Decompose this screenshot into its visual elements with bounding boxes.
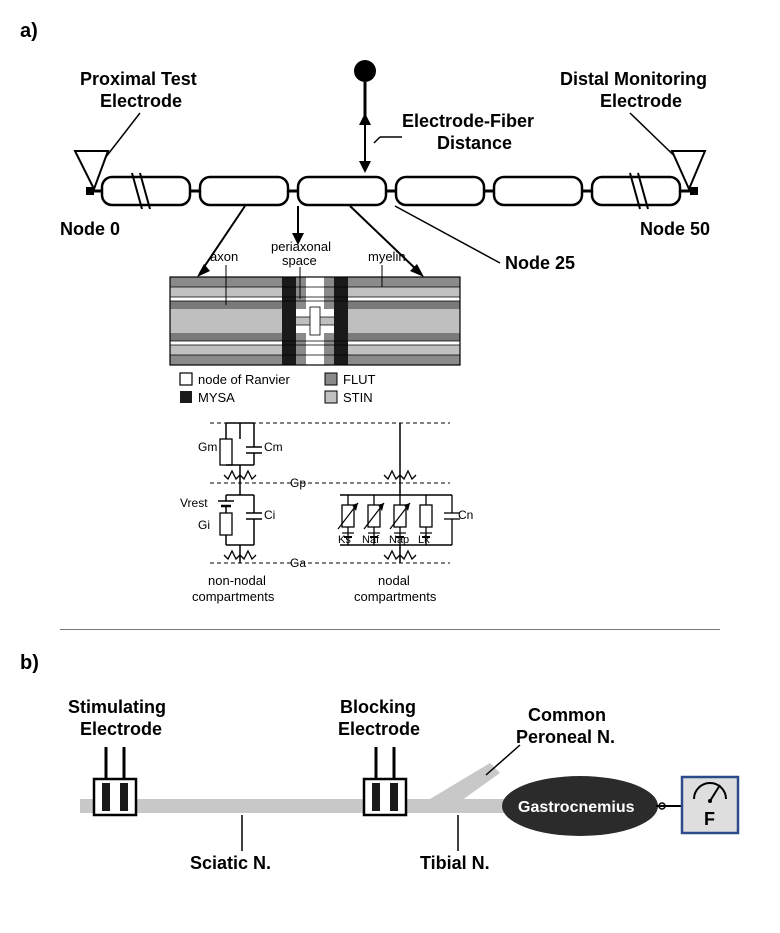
stim-electrode <box>94 747 136 815</box>
legend-flut: FLUT <box>343 372 376 387</box>
circuit: Gm Cm Gp Vre <box>180 423 473 604</box>
node25-label: Node 25 <box>505 253 575 273</box>
Cn-label: Cn <box>458 508 473 522</box>
Vrest-label: Vrest <box>180 496 208 510</box>
legend: node of Ranvier FLUT MYSA STIN <box>180 372 376 405</box>
tibial-label: Tibial N. <box>420 853 490 873</box>
distal-label-line1: Distal Monitoring <box>560 69 707 89</box>
cpn-label-1: Common <box>528 705 606 725</box>
node-0-dot <box>86 187 94 195</box>
proximal-label-line1: Proximal Test <box>80 69 197 89</box>
Ga-label: Ga <box>290 556 306 570</box>
Nap-label: Nap <box>389 534 409 546</box>
tibial-nerve <box>430 799 510 813</box>
myelin-label: myelin <box>368 249 406 264</box>
node50-label: Node 50 <box>640 219 710 239</box>
Ks-label: Ks <box>338 534 351 546</box>
efd-arrow-up <box>359 113 371 125</box>
periax-label-2: space <box>282 253 317 268</box>
Ci-label: Ci <box>264 508 275 522</box>
panel-a-svg: Proximal Test Electrode Distal Monitorin… <box>20 51 760 611</box>
nodal-1: nodal <box>378 573 410 588</box>
Gi-label: Gi <box>198 518 210 532</box>
lead-efd2 <box>374 137 380 143</box>
efd-label-line1: Electrode-Fiber <box>402 111 534 131</box>
panel-a-label: a) <box>20 20 760 43</box>
lead-node25 <box>395 206 500 263</box>
Lk-label: Lk <box>418 534 430 546</box>
nodal-2: compartments <box>354 589 437 604</box>
block-label-1: Blocking <box>340 697 416 717</box>
proximal-label-line2: Electrode <box>100 91 182 111</box>
periax-label-1: periaxonal <box>271 239 331 254</box>
efd-arrow-down <box>359 161 371 173</box>
Gp-label: Gp <box>290 476 306 490</box>
panel-a: a) Proximal Test Electrode Distal Monito… <box>20 20 760 611</box>
block-label-2: Electrode <box>338 719 420 739</box>
inset-crosssection <box>170 277 460 365</box>
nonnodal-2: compartments <box>192 589 275 604</box>
stim-label-1: Stimulating <box>68 697 166 717</box>
sciatic-label: Sciatic N. <box>190 853 271 873</box>
panel-b-svg: Stimulating Electrode Blocking Electrode… <box>20 683 760 903</box>
Gm-label: Gm <box>198 440 217 454</box>
gauge-pivot <box>708 799 712 803</box>
Cm-label: Cm <box>264 440 283 454</box>
cpn-label-2: Peroneal N. <box>516 727 615 747</box>
node0-label: Node 0 <box>60 219 120 239</box>
ball-electrode <box>354 60 376 82</box>
Naf-label: Naf <box>362 534 380 546</box>
force-label: F <box>704 809 715 829</box>
stim-label-2: Electrode <box>80 719 162 739</box>
block-electrode <box>364 747 406 815</box>
axon-label: axon <box>210 249 238 264</box>
legend-stin: STIN <box>343 390 373 405</box>
efd-label-line2: Distance <box>437 133 512 153</box>
legend-ranvier: node of Ranvier <box>198 372 290 387</box>
legend-mysa: MYSA <box>198 390 235 405</box>
nonnodal-1: non-nodal <box>208 573 266 588</box>
gastro-label: Gastrocnemius <box>518 799 635 816</box>
panel-divider <box>60 629 720 630</box>
fiber <box>86 173 698 209</box>
lead-cpn <box>486 745 520 775</box>
panel-b-label: b) <box>20 652 760 675</box>
node-50-dot <box>690 187 698 195</box>
callout-left-arrow <box>197 264 210 277</box>
distal-label-line2: Electrode <box>600 91 682 111</box>
panel-b: b) Stimulating Electrode Blocking Electr… <box>20 652 760 903</box>
